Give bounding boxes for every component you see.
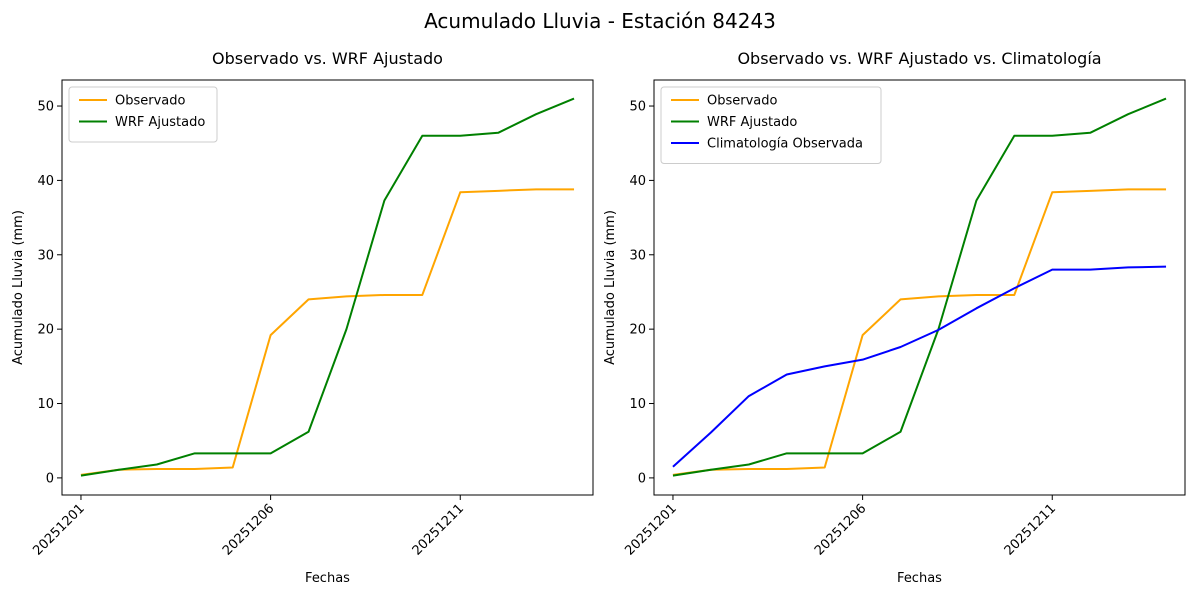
y-tick-label: 30 [37, 248, 54, 263]
subplots: Observado vs. WRF Ajustado01020304050202… [11, 49, 1186, 586]
x-axis-label: Fechas [305, 571, 350, 586]
series-line-3 [672, 265, 1167, 468]
y-axis-label: Acumulado Lluvia (mm) [603, 210, 618, 365]
legend-label-3: Climatología Observada [707, 137, 863, 152]
x-tick-label: 20251201 [30, 501, 87, 558]
y-tick-label: 40 [629, 174, 646, 189]
legend-label-2: WRF Ajustado [707, 115, 797, 130]
y-tick-label: 30 [629, 248, 646, 263]
legend-label-1: Observado [707, 94, 778, 109]
y-tick-label: 10 [629, 397, 646, 412]
legend-box [660, 86, 882, 164]
y-tick-label: 0 [46, 471, 54, 486]
y-tick-label: 20 [37, 323, 54, 338]
series-line-1 [672, 188, 1167, 476]
series-line-1 [80, 188, 575, 476]
x-axis-label: Fechas [897, 571, 942, 586]
y-tick-label: 10 [37, 397, 54, 412]
y-tick-label: 20 [629, 323, 646, 338]
x-tick-label: 20251206 [220, 501, 277, 558]
legend-label-1: Observado [115, 94, 186, 109]
x-tick-label: 20251211 [410, 501, 467, 558]
legend: Observado WRF Ajustado [68, 86, 218, 143]
subplot-title: Observado vs. WRF Ajustado vs. Climatolo… [737, 49, 1101, 68]
axes-frame [61, 79, 594, 496]
subplot-title: Observado vs. WRF Ajustado [212, 49, 443, 68]
x-tick-label: 20251201 [622, 501, 679, 558]
subplot-1: Observado vs. WRF Ajustado 0 10 20 30 40 50 202… [11, 49, 594, 586]
legend-label-2: WRF Ajustado [115, 115, 205, 130]
y-tick-label: 40 [37, 174, 54, 189]
x-tick-label: 20251206 [812, 501, 869, 558]
y-tick-label: 50 [37, 100, 54, 115]
subplot-2: Observado vs. WRF Ajustado vs. Climatolo… [603, 49, 1186, 586]
x-tick-label: 20251211 [1002, 501, 1059, 558]
legend: Observado WRF Ajustado Climatología Observ… [660, 86, 882, 164]
axes-frame [653, 79, 1186, 496]
series-line-2 [80, 97, 575, 477]
figure-title: Acumulado Lluvia - Estación 84243 [424, 9, 776, 33]
series-line-2 [672, 97, 1167, 477]
y-axis-label: Acumulado Lluvia (mm) [11, 210, 26, 365]
y-tick-label: 0 [638, 471, 646, 486]
y-tick-label: 50 [629, 100, 646, 115]
